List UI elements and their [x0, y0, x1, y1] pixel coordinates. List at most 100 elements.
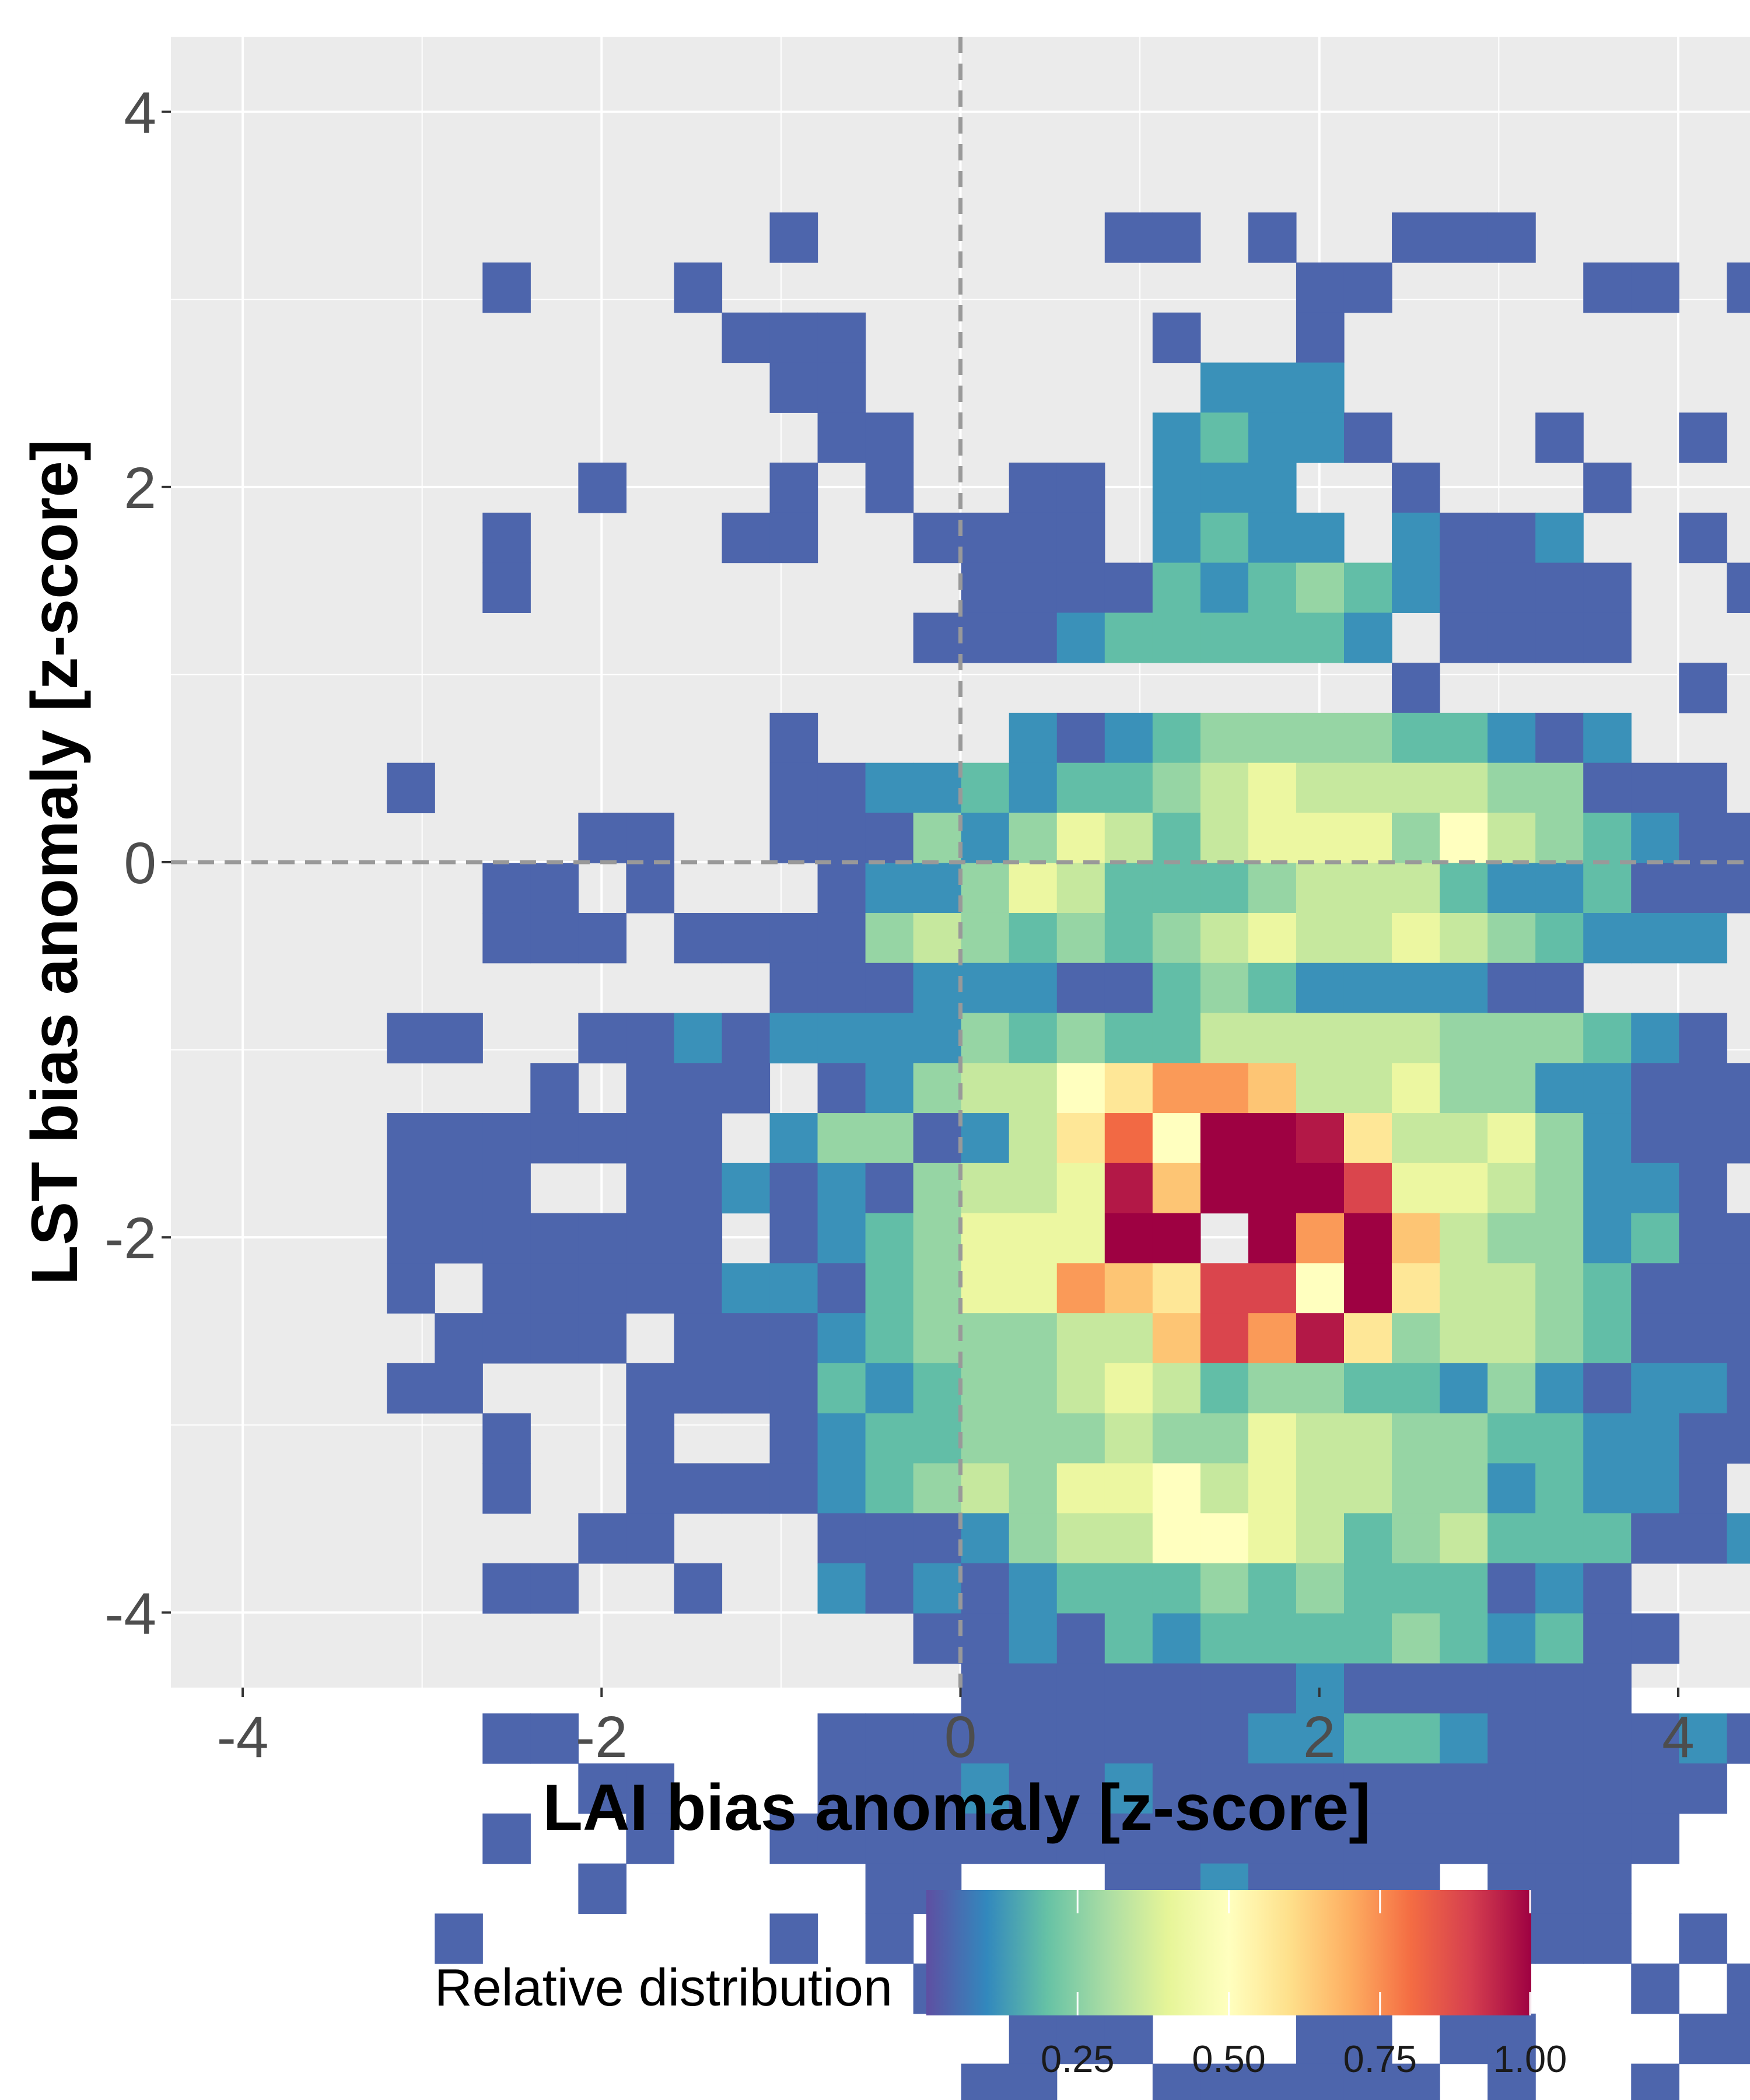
- heatmap-cell: [1679, 1413, 1727, 1464]
- heatmap-cell: [1679, 1713, 1727, 1764]
- heatmap-cell: [1583, 1713, 1632, 1764]
- heatmap-cell: [817, 1513, 866, 1564]
- heatmap-cell: [1248, 863, 1297, 914]
- heatmap-cell: [1488, 712, 1536, 764]
- heatmap-cell: [1392, 1063, 1440, 1114]
- heatmap-cell: [1583, 1613, 1632, 1664]
- heatmap-cell: [1009, 712, 1058, 764]
- heatmap-cell: [961, 912, 1010, 964]
- heatmap-cell: [1248, 1013, 1297, 1063]
- heatmap-cell: [1679, 1063, 1727, 1114]
- heatmap-cell: [1296, 1463, 1345, 1514]
- heatmap-cell: [1009, 1113, 1058, 1164]
- heatmap-cell: [1488, 1613, 1536, 1664]
- heatmap-cell: [1488, 2013, 1536, 2064]
- heatmap-cell: [1009, 1013, 1058, 1063]
- heatmap-cell: [961, 1813, 1010, 1864]
- heatmap-cell: [1296, 1163, 1345, 1214]
- heatmap-cell: [1488, 212, 1536, 263]
- heatmap-cell: [961, 1163, 1010, 1214]
- heatmap-cell: [1056, 612, 1105, 663]
- heatmap-cell: [1248, 912, 1297, 964]
- heatmap-cell: [1488, 562, 1536, 613]
- heatmap-cell: [482, 1563, 531, 1614]
- heatmap-cell: [1248, 1063, 1297, 1114]
- heatmap-cell: [578, 1763, 626, 1814]
- heatmap-cell: [482, 912, 531, 964]
- heatmap-cell: [1440, 863, 1488, 914]
- heatmap-cell: [1488, 1763, 1536, 1814]
- heatmap-cell: [1392, 1363, 1440, 1414]
- heatmap-cell: [1200, 1463, 1249, 1514]
- heatmap-cell: [1056, 1513, 1105, 1564]
- heatmap-cell: [1009, 463, 1058, 513]
- heatmap-cell: [435, 1113, 483, 1164]
- heatmap-cell: [1440, 212, 1488, 263]
- heatmap-cell: [1440, 1363, 1488, 1414]
- heatmap-cell: [674, 1563, 723, 1614]
- x-axis-title: LAI bias anomaly [z-score]: [542, 1771, 1370, 1844]
- heatmap-cell: [1392, 1263, 1440, 1314]
- heatmap-cell: [1248, 1463, 1297, 1514]
- heatmap-cell: [674, 1213, 723, 1264]
- heatmap-cell: [1056, 1713, 1105, 1764]
- heatmap-cell: [1343, 1563, 1392, 1614]
- heatmap-cell: [1296, 362, 1345, 413]
- heatmap-cell: [1009, 1313, 1058, 1364]
- heatmap-cell: [1392, 912, 1440, 964]
- heatmap-cell: [1488, 963, 1536, 1014]
- heatmap-cell: [1200, 1763, 1249, 1814]
- heatmap-cell: [913, 1363, 962, 1414]
- heatmap-cell: [530, 863, 579, 914]
- heatmap-cell: [1056, 463, 1105, 513]
- heatmap-cell: [1392, 1113, 1440, 1164]
- heatmap-cell: [1104, 1663, 1153, 1714]
- heatmap-cell: [817, 1013, 866, 1063]
- heatmap-cell: [1104, 863, 1153, 914]
- heatmap-cell: [435, 1363, 483, 1414]
- heatmap-cell: [1296, 1813, 1345, 1864]
- heatmap-cell: [1727, 2013, 1750, 2064]
- heatmap-cell: [1631, 813, 1679, 863]
- heatmap-cell: [1009, 1813, 1058, 1864]
- heatmap-cell: [1200, 1813, 1249, 1864]
- heatmap-cell: [1488, 1013, 1536, 1063]
- heatmap-cell: [1343, 1013, 1392, 1063]
- heatmap-cell: [1679, 2013, 1727, 2064]
- heatmap-cell: [1200, 963, 1249, 1014]
- heatmap-cell: [1631, 1113, 1679, 1164]
- heatmap-cell: [1248, 1413, 1297, 1464]
- heatmap-cell: [1488, 1313, 1536, 1364]
- heatmap-cell: [1104, 963, 1153, 1014]
- heatmap-cell: [626, 1163, 675, 1214]
- heatmap-cell: [1248, 712, 1297, 764]
- heatmap-cell: [769, 1263, 818, 1314]
- heatmap-cell: [1440, 512, 1488, 564]
- heatmap-cell: [1631, 1213, 1679, 1264]
- heatmap-cell: [1296, 762, 1345, 814]
- heatmap-cell: [1343, 262, 1392, 313]
- heatmap-cell: [1200, 1563, 1249, 1614]
- legend-title: Relative distribution: [435, 1959, 892, 2017]
- heatmap-cell: [1488, 612, 1536, 663]
- heatmap-cell: [865, 762, 914, 814]
- heatmap-cell: [722, 1163, 771, 1214]
- heatmap-cell: [1104, 1613, 1153, 1664]
- heatmap-cell: [1583, 712, 1632, 764]
- heatmap-cell: [1009, 512, 1058, 564]
- heatmap-cell: [1056, 1163, 1105, 1214]
- heatmap-cell: [1248, 1113, 1297, 1164]
- heatmap-cell: [387, 1013, 435, 1063]
- heatmap-cell: [1535, 712, 1584, 764]
- heatmap-cell: [1056, 2013, 1105, 2064]
- heatmap-cell: [961, 1213, 1010, 1264]
- heatmap-cell: [1488, 1113, 1536, 1164]
- heatmap-cell: [1152, 712, 1201, 764]
- y-tick-label: 0: [124, 831, 156, 896]
- x-tick-label: -4: [217, 1704, 269, 1770]
- heatmap-cell: [1200, 512, 1249, 564]
- heatmap-cell: [482, 1413, 531, 1464]
- heatmap-cell: [1296, 562, 1345, 613]
- heatmap-cell: [1248, 1363, 1297, 1414]
